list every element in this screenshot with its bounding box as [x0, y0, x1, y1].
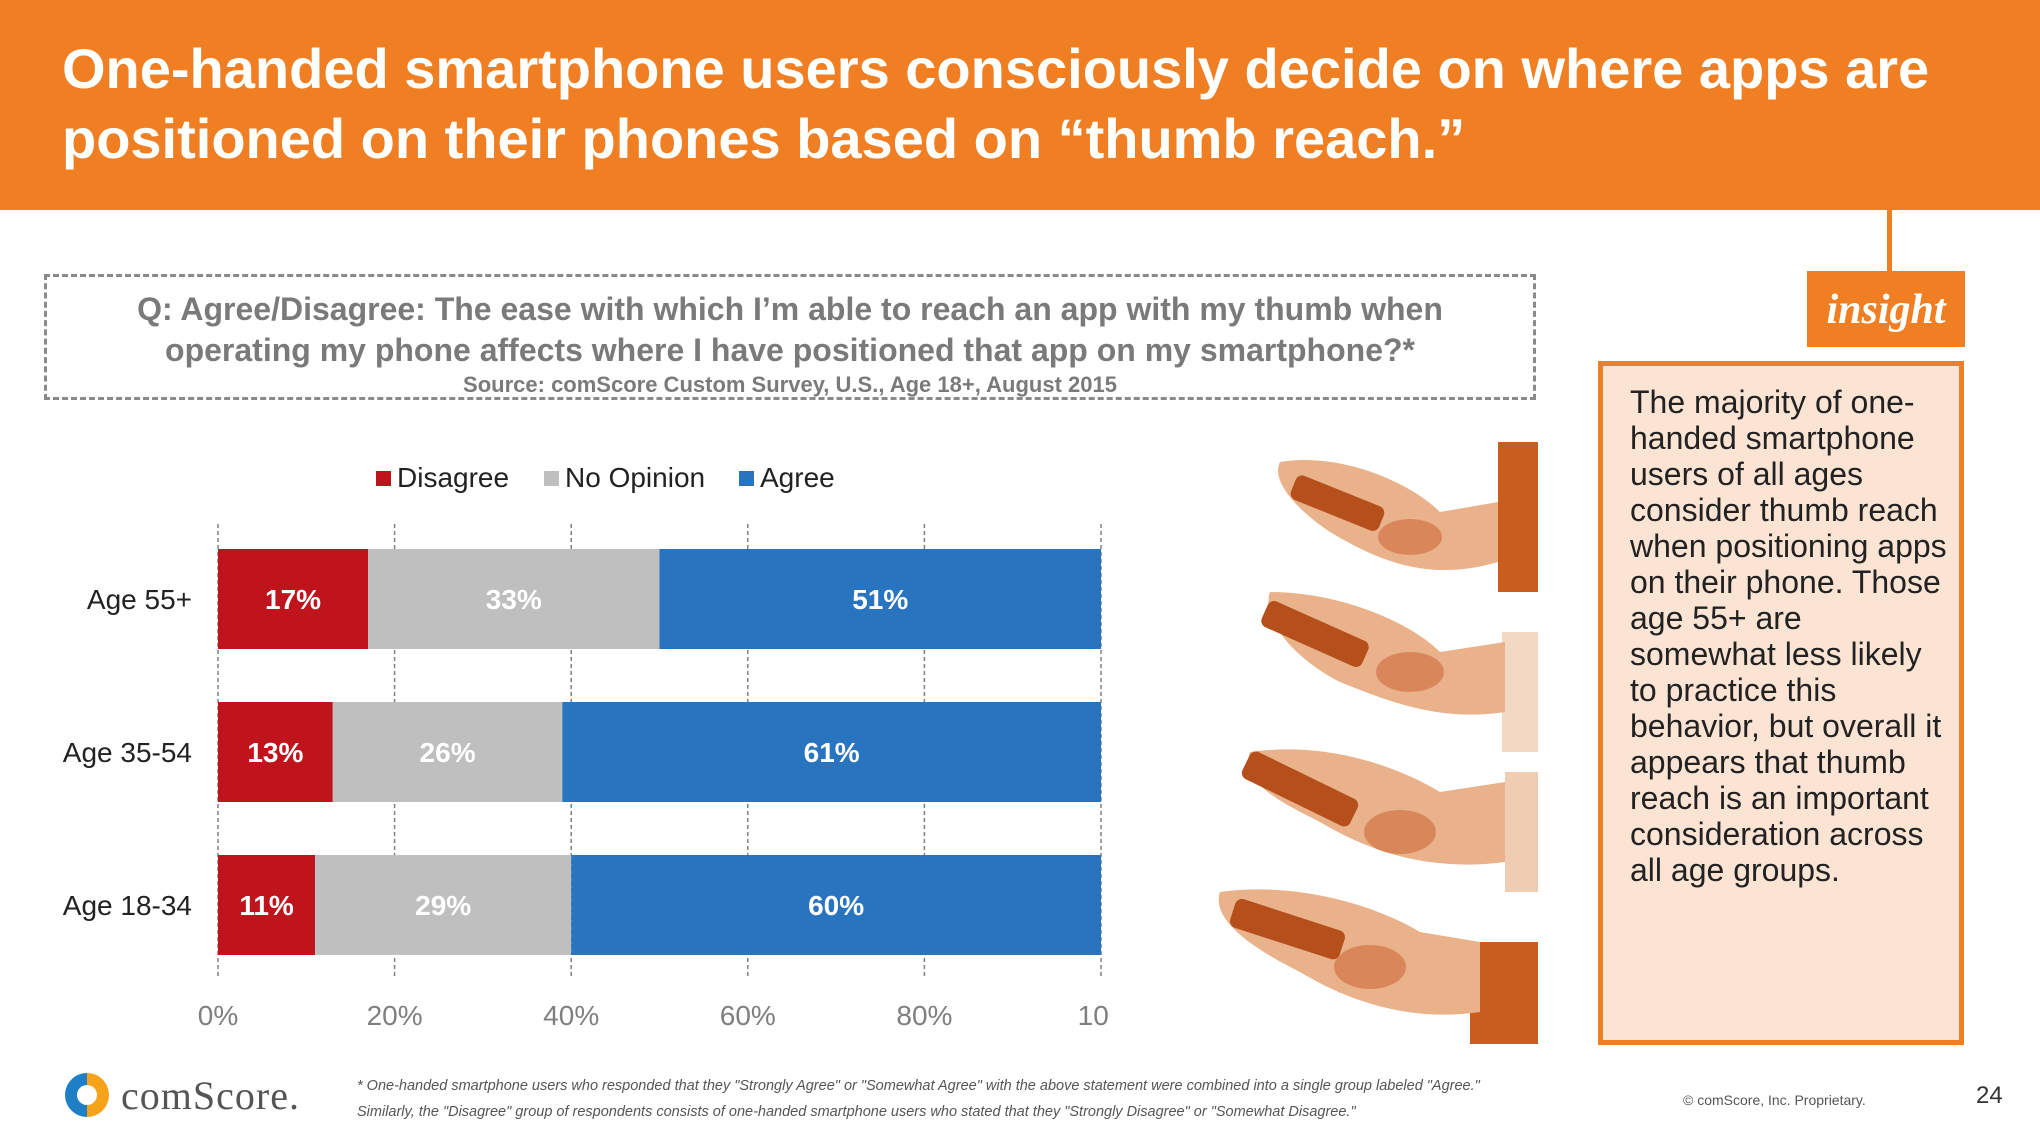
footnote: * One-handed smartphone users who respon… — [357, 1073, 1687, 1125]
data-label: 60% — [808, 890, 864, 921]
bar-no-opinion-0 — [368, 549, 660, 649]
bar-disagree-0 — [218, 549, 369, 649]
slide-title: One-handed smartphone users consciously … — [62, 37, 1930, 170]
stacked-bar-chart: 17% 33% 51% Age 55+ 13% 26% 61% Age 35-54 11% 29%… — [0, 440, 1125, 1045]
data-label: 13% — [247, 737, 303, 768]
insight-tag: insight — [1807, 271, 1965, 347]
data-label: 61% — [804, 737, 860, 768]
legend-label: Disagree — [397, 462, 509, 493]
category-label: Age 55+ — [87, 584, 192, 615]
title-banner: One-handed smartphone users consciously … — [0, 0, 2040, 210]
data-label: 29% — [415, 890, 471, 921]
legend-label: Agree — [760, 462, 835, 493]
category-label: Age 18-34 — [63, 890, 192, 921]
copyright: © comScore, Inc. Proprietary. — [1683, 1092, 1866, 1108]
data-label: 11% — [239, 890, 294, 921]
hands-holding-phones-photo — [1110, 442, 1538, 1044]
x-tick-label: 20% — [367, 1000, 423, 1031]
comscore-logo — [62, 1070, 112, 1125]
bar-no-opinion-1 — [332, 702, 563, 802]
footnote-line-1: * One-handed smartphone users who respon… — [357, 1078, 1480, 1094]
comscore-logo-text: comScore. — [121, 1073, 300, 1118]
data-label: 51% — [852, 584, 908, 615]
insight-box — [1598, 361, 1964, 1045]
legend-swatch-2 — [739, 471, 754, 486]
category-label: Age 35-54 — [63, 737, 192, 768]
chart-canvas: 17% 33% 51% Age 55+ 13% 26% 61% Age 35-54 11% 29%… — [63, 462, 1125, 1031]
bar-agree-0 — [659, 549, 1101, 649]
connector-line — [1887, 210, 1892, 272]
x-tick-label: 60% — [720, 1000, 776, 1031]
insight-tag-text: insight — [1826, 287, 1946, 333]
bar-disagree-1 — [218, 702, 333, 802]
survey-question: Q: Agree/Disagree: The ease with which I… — [137, 291, 1443, 368]
footnote-line-2: Similarly, the "Disagree" group of respo… — [357, 1104, 1356, 1120]
data-label: 26% — [420, 737, 476, 768]
bar-agree-1 — [562, 702, 1101, 802]
insight-wordmark: insight — [1826, 287, 1946, 333]
bar-agree-2 — [571, 855, 1101, 955]
x-tick-label: 0% — [198, 1000, 238, 1031]
legend-label: No Opinion — [565, 462, 705, 493]
x-tick-label: 80% — [896, 1000, 952, 1031]
insight-text: The majority of one-handed smartphone us… — [1630, 384, 1947, 888]
page-number: 24 — [1976, 1082, 2003, 1109]
legend-swatch-1 — [544, 471, 559, 486]
bar-disagree-2 — [218, 855, 316, 955]
legend-swatch-0 — [376, 471, 391, 486]
survey-source: Source: comScore Custom Survey, U.S., Ag… — [463, 372, 1117, 397]
data-label: 17% — [265, 584, 321, 615]
data-label: 33% — [486, 584, 542, 615]
question-box: Q: Agree/Disagree: The ease with which I… — [44, 274, 1536, 400]
comscore-logo-icon — [65, 1073, 109, 1117]
x-tick-label: 40% — [543, 1000, 599, 1031]
phones-illustration — [1110, 442, 1538, 1044]
bar-no-opinion-2 — [315, 855, 572, 955]
